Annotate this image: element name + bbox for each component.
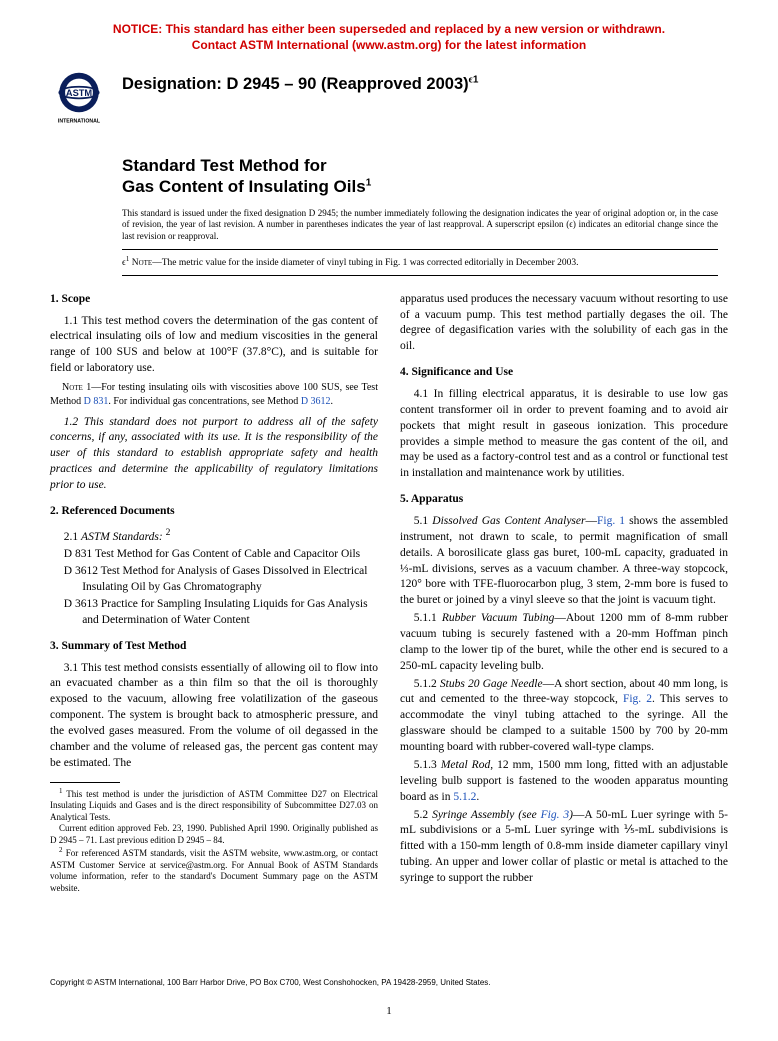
notice-line1: NOTICE: This standard has either been su… xyxy=(113,22,665,36)
para-1-2: 1.2 This standard does not purport to ad… xyxy=(50,415,378,494)
scope-heading: 1. Scope xyxy=(50,292,378,308)
para-3-1a: 3.1 This test method consists essentiall… xyxy=(50,661,378,772)
para-5-2: 5.2 Syringe Assembly (see Fig. 3)—A 50-m… xyxy=(400,808,728,887)
link-d3612[interactable]: D 3612 xyxy=(301,396,331,407)
link-fig2[interactable]: Fig. 2 xyxy=(623,693,652,705)
footnote-2: 2 For referenced ASTM standards, visit t… xyxy=(50,846,378,894)
para-4-1: 4.1 In filling electrical apparatus, it … xyxy=(400,387,728,482)
link-fig3[interactable]: Fig. 3 xyxy=(541,809,569,821)
para-5-1: 5.1 Dissolved Gas Content Analyser—Fig. … xyxy=(400,514,728,609)
eps-note-label: Note xyxy=(132,258,152,268)
ref-d831: D 831 Test Method for Gas Content of Cab… xyxy=(50,547,378,563)
designation: Designation: D 2945 – 90 (Reapproved 200… xyxy=(122,67,478,95)
refdocs-heading: 2. Referenced Documents xyxy=(50,504,378,520)
page-number: 1 xyxy=(0,1004,778,1019)
epsilon-note: ϵ1 Note—The metric value for the inside … xyxy=(122,249,718,276)
issue-note: This standard is issued under the fixed … xyxy=(122,208,718,243)
para-5-1-2: 5.1.2 Stubs 20 Gage Needle—A short secti… xyxy=(400,677,728,756)
para-1-1: 1.1 This test method covers the determin… xyxy=(50,314,378,377)
svg-text:INTERNATIONAL: INTERNATIONAL xyxy=(58,119,101,125)
para-3-1b: apparatus used produces the necessary va… xyxy=(400,292,728,355)
notice-line2: Contact ASTM International (www.astm.org… xyxy=(192,38,586,52)
svg-text:ASTM: ASTM xyxy=(66,88,93,98)
footnote-1b: Current edition approved Feb. 23, 1990. … xyxy=(50,823,378,846)
link-5-1-2[interactable]: 5.1.2 xyxy=(453,791,476,803)
link-fig1[interactable]: Fig. 1 xyxy=(597,515,625,527)
title-block: Standard Test Method for Gas Content of … xyxy=(122,155,728,198)
title-line1: Standard Test Method for xyxy=(122,155,728,176)
eps-note-text: —The metric value for the inside diamete… xyxy=(152,258,578,268)
para-2-1: 2.1 ASTM Standards: 2 xyxy=(50,526,378,546)
summary-heading: 3. Summary of Test Method xyxy=(50,639,378,655)
link-d831[interactable]: D 831 xyxy=(84,396,109,407)
ref-d3613: D 3613 Practice for Sampling Insulating … xyxy=(50,597,378,629)
apparatus-heading: 5. Apparatus xyxy=(400,492,728,508)
significance-heading: 4. Significance and Use xyxy=(400,365,728,381)
ref-d3612: D 3612 Test Method for Analysis of Gases… xyxy=(50,564,378,596)
para-5-1-3: 5.1.3 Metal Rod, 12 mm, 1500 mm long, fi… xyxy=(400,758,728,806)
body-columns: 1. Scope 1.1 This test method covers the… xyxy=(50,292,728,895)
astm-logo: ASTM INTERNATIONAL xyxy=(50,67,108,125)
footnote-1: 1 This test method is under the jurisdic… xyxy=(50,787,378,824)
note-1: Note 1—For testing insulating oils with … xyxy=(50,381,378,409)
copyright-line: Copyright © ASTM International, 100 Barr… xyxy=(50,978,728,989)
designation-text: Designation: D 2945 – 90 (Reapproved 200… xyxy=(122,75,469,93)
title-line2: Gas Content of Insulating Oils1 xyxy=(122,176,728,197)
footnote-rule xyxy=(50,782,120,783)
para-5-1-1: 5.1.1 Rubber Vacuum Tubing—About 1200 mm… xyxy=(400,611,728,674)
supersede-notice: NOTICE: This standard has either been su… xyxy=(50,22,728,53)
header-row: ASTM INTERNATIONAL Designation: D 2945 –… xyxy=(50,67,728,125)
